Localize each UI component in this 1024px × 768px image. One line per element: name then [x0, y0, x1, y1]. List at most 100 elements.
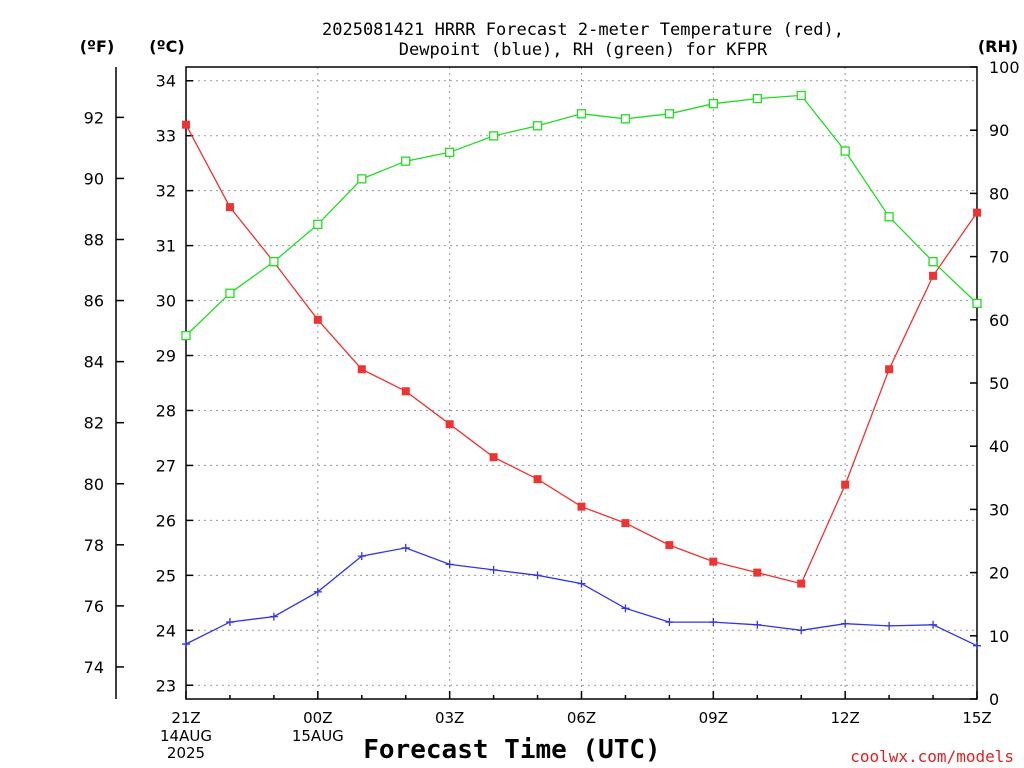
dewpoint-point — [357, 552, 366, 561]
x-tick-label: 03Z — [435, 709, 464, 727]
rh-tick-label: 70 — [989, 248, 1009, 267]
celsius-tick-label: 25 — [156, 566, 176, 585]
rh-line — [185, 94, 978, 337]
rh-tick-label: 100 — [989, 58, 1020, 77]
x-axis-label: Forecast Time (UTC) — [363, 735, 660, 765]
temperature-point — [841, 480, 850, 489]
fahrenheit-tick-label: 88 — [84, 231, 104, 250]
rh-tick-label: 0 — [989, 690, 999, 709]
fahrenheit-tick-label: 80 — [84, 475, 104, 494]
x-tick-date: 14AUG — [160, 727, 212, 745]
grid — [186, 67, 977, 699]
dewpoint-point — [797, 626, 806, 635]
fahrenheit-tick-label: 76 — [84, 597, 104, 616]
temperature-point — [182, 120, 190, 129]
rh-point — [884, 212, 894, 222]
fahrenheit-tick-label: 86 — [84, 292, 104, 311]
dewpoint-point — [841, 619, 850, 628]
celsius-tick-label: 34 — [156, 72, 176, 91]
rh-point — [488, 131, 499, 141]
temperature-point — [797, 579, 806, 588]
rh-point — [313, 219, 323, 230]
dewpoint-point — [665, 618, 674, 627]
plot-frame — [185, 66, 978, 700]
celsius-tick-label: 29 — [156, 347, 176, 366]
rh-point — [708, 99, 718, 109]
series-group — [181, 90, 982, 650]
dewpoint-point — [753, 620, 762, 629]
fahrenheit-unit-label: (ºF) — [80, 37, 115, 56]
chart-title-line1: 2025081421 HRRR Forecast 2-meter Tempera… — [322, 20, 844, 40]
dewpoint-point — [577, 579, 586, 588]
rh-tick-label: 90 — [989, 121, 1009, 140]
x-tick-label: 21Z — [171, 709, 200, 727]
rh-point — [401, 156, 411, 166]
temperature-point — [929, 271, 938, 280]
celsius-tick-label: 23 — [156, 676, 176, 695]
dewpoint-point — [709, 618, 718, 627]
celsius-tick-label: 24 — [156, 621, 176, 640]
celsius-tick-label: 30 — [156, 292, 176, 311]
rh-point — [269, 257, 279, 267]
fahrenheit-tick-label: 78 — [84, 536, 104, 555]
x-tick-label: 09Z — [699, 709, 728, 727]
celsius-tick-label: 33 — [156, 127, 176, 146]
dewpoint-point — [885, 621, 894, 630]
rh-tick-label: 50 — [989, 374, 1009, 393]
temperature-point — [225, 203, 234, 212]
rh-point — [357, 174, 367, 184]
temperature-point — [885, 365, 894, 374]
celsius-tick-label: 32 — [156, 182, 176, 201]
dewpoint-point — [973, 641, 981, 650]
x-tick-label: 15Z — [962, 709, 991, 727]
dewpoint-point — [621, 604, 630, 613]
fahrenheit-tick-label: 74 — [84, 658, 104, 677]
dewpoint-point — [182, 640, 190, 649]
temperature-point — [533, 475, 542, 484]
x-tick-label: 12Z — [830, 709, 859, 727]
temperature-point — [445, 420, 454, 429]
rh-tick-label: 80 — [989, 184, 1009, 203]
celsius-tick-label: 28 — [156, 401, 176, 420]
temperature-point — [357, 365, 366, 374]
celsius-tick-label: 27 — [156, 456, 176, 475]
rh-tick-label: 40 — [989, 437, 1009, 456]
temperature-point — [401, 387, 410, 396]
temperature-point — [973, 208, 981, 217]
chart-title-line2: Dewpoint (blue), RH (green) for KFPR — [399, 40, 768, 60]
rh-tick-label: 60 — [989, 311, 1009, 330]
rh-tick-label: 20 — [989, 564, 1009, 583]
x-tick-label: 06Z — [567, 709, 596, 727]
temperature-point — [709, 557, 718, 566]
dewpoint-point — [489, 565, 498, 574]
rh-point — [664, 109, 675, 119]
rh-point — [928, 257, 938, 267]
fahrenheit-tick-label: 92 — [84, 108, 104, 127]
dewpoint-point — [313, 587, 322, 596]
rh-point — [752, 93, 762, 104]
rh-point — [445, 147, 455, 157]
temperature-point — [489, 453, 498, 462]
dewpoint-point — [533, 571, 542, 580]
temperature-point — [577, 502, 586, 511]
dewpoint-point — [225, 618, 234, 627]
x-tick-label: 00Z — [303, 709, 332, 727]
celsius-tick-label: 31 — [156, 237, 176, 256]
x-tick-year: 2025 — [167, 744, 205, 762]
temperature-point — [753, 568, 762, 577]
temperature-point — [313, 315, 322, 324]
rh-point — [225, 288, 235, 298]
rh-point — [620, 114, 631, 124]
x-tick-date: 15AUG — [292, 727, 344, 745]
dewpoint-point — [269, 612, 278, 621]
rh-tick-label: 30 — [989, 500, 1009, 519]
rh-unit-label: (RH) — [978, 37, 1018, 56]
rh-point — [532, 121, 543, 131]
temperature-point — [621, 519, 630, 528]
fahrenheit-tick-label: 84 — [84, 353, 104, 372]
rh-point — [181, 330, 191, 341]
rh-tick-label: 10 — [989, 627, 1009, 646]
rh-point — [972, 298, 982, 309]
rh-point — [576, 109, 587, 119]
